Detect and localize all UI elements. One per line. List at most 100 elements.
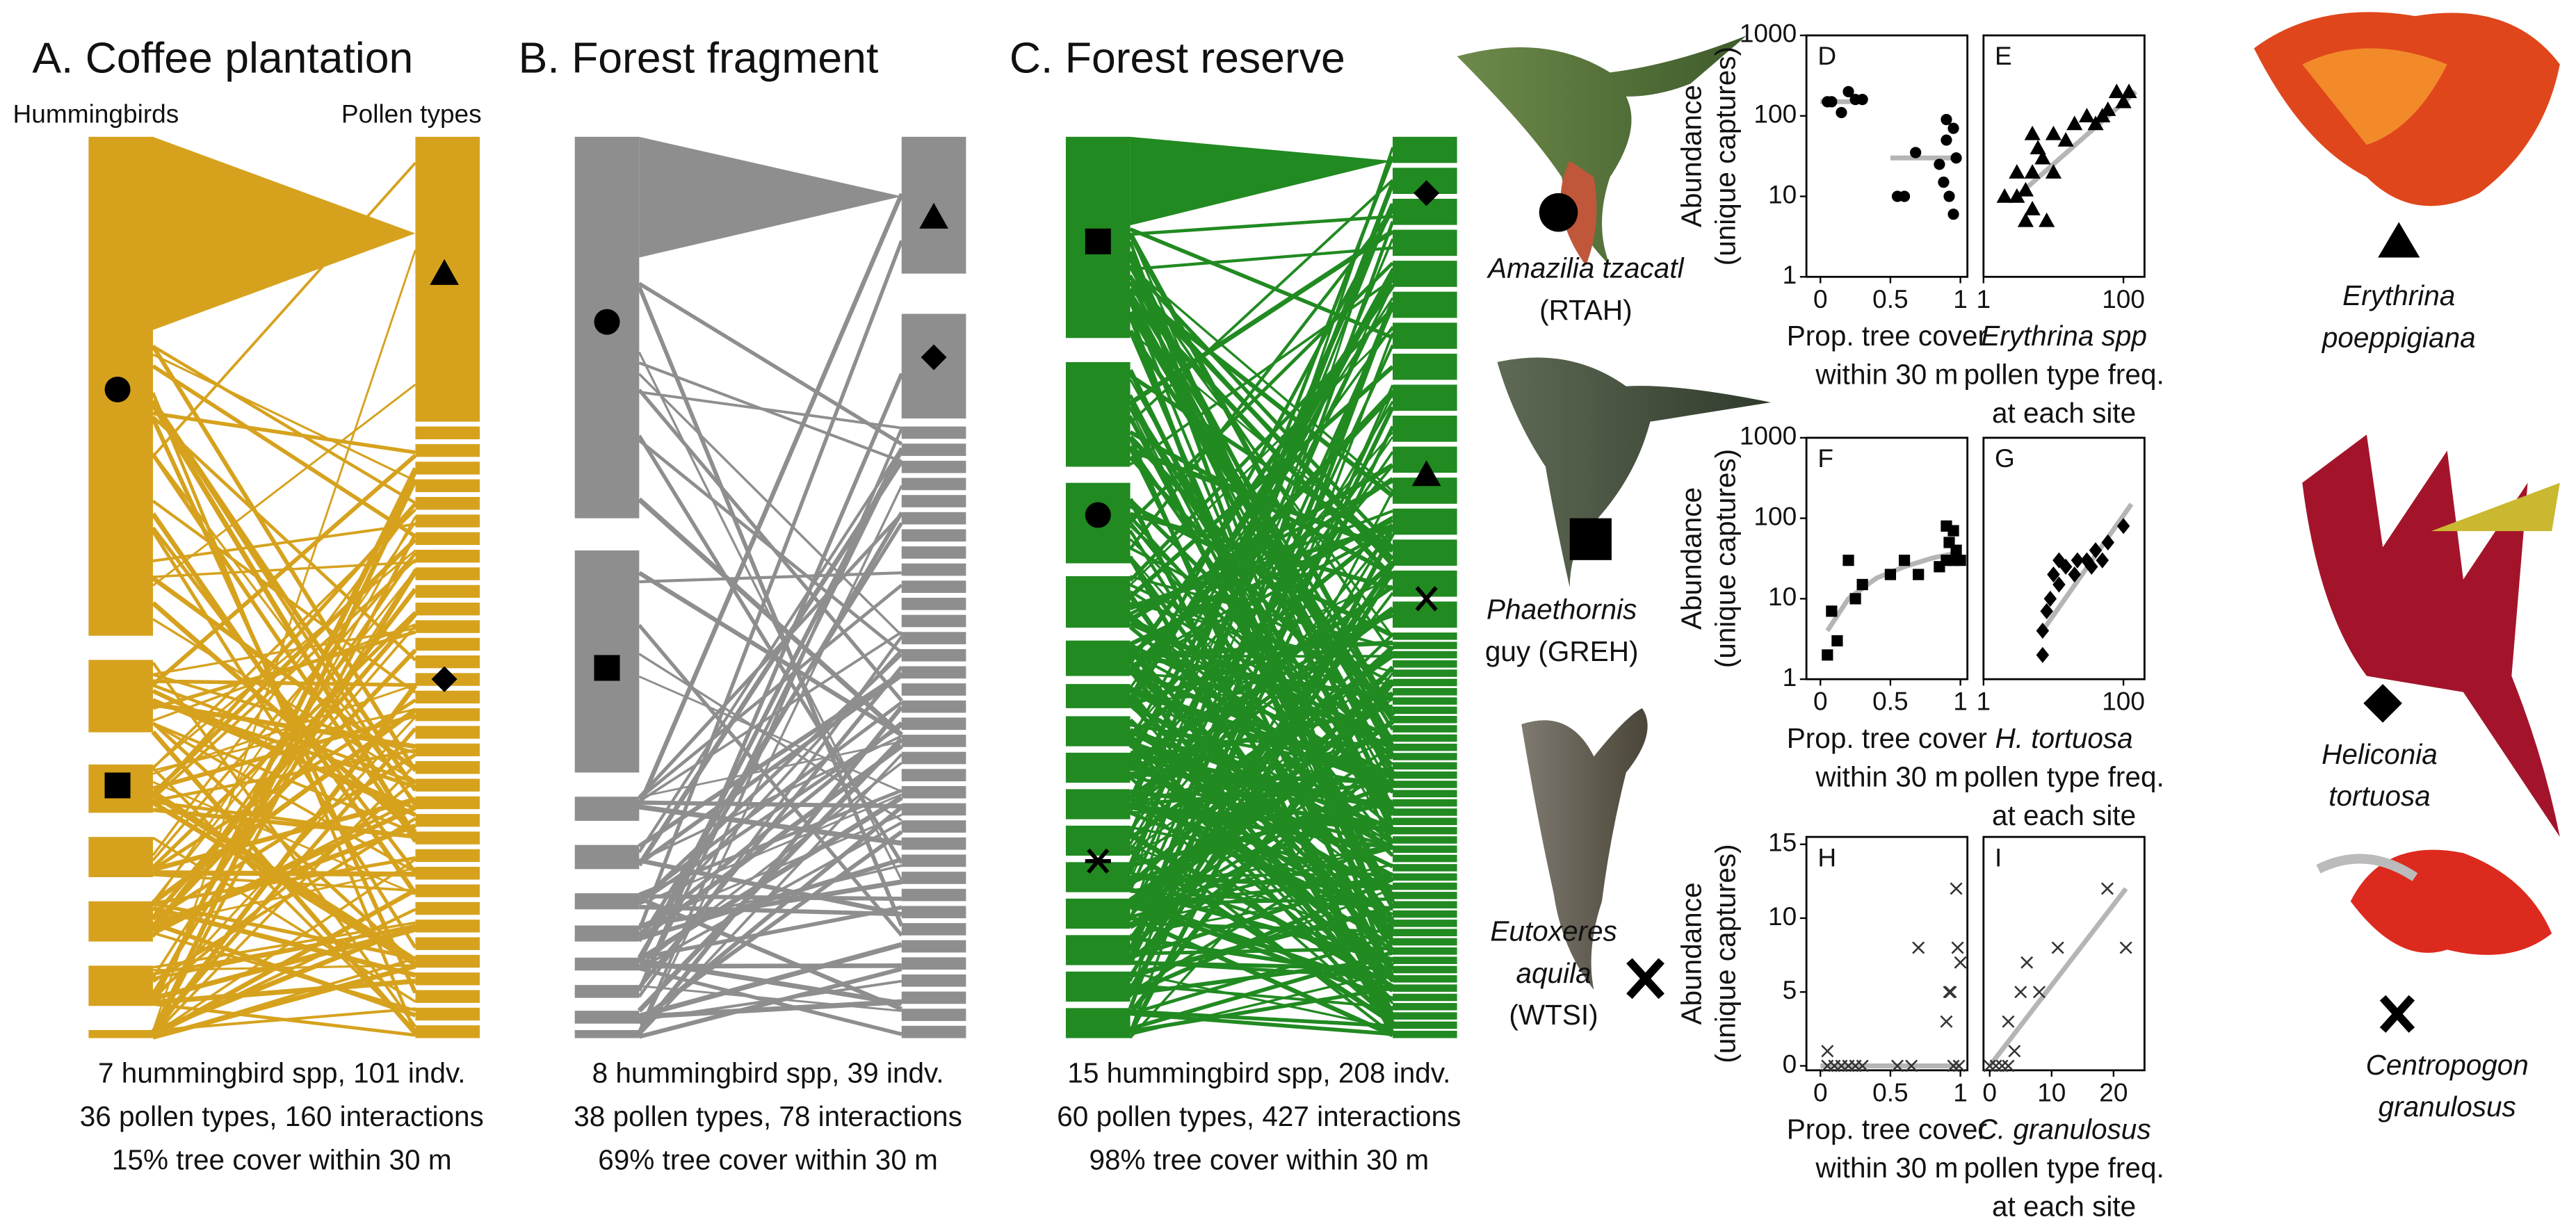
point <box>2002 1059 2015 1072</box>
point <box>2045 125 2062 140</box>
pollen-node <box>415 884 480 897</box>
node-symbol <box>104 376 131 402</box>
species-symbol <box>1569 518 1612 560</box>
point <box>1947 122 1959 134</box>
node-symbol <box>1085 502 1111 528</box>
pollen-node <box>1393 892 1457 899</box>
interaction-link <box>151 526 417 874</box>
pollen-node <box>901 632 966 644</box>
x-tick-label: 100 <box>2102 284 2145 313</box>
network-caption: 60 pollen types, 427 interactions <box>1057 1100 1461 1132</box>
point <box>2119 941 2132 954</box>
network-title: A. Coffee plantation <box>32 34 413 83</box>
point <box>1898 555 1911 566</box>
interaction-link <box>152 364 417 539</box>
point <box>1856 578 1868 591</box>
pollen-node <box>415 532 480 546</box>
pollen-node <box>901 563 966 576</box>
pollen-node <box>415 849 480 863</box>
pollen-node <box>1393 965 1457 974</box>
pollen-node <box>415 426 480 440</box>
x-axis-label: Prop. tree cover <box>1787 722 1987 754</box>
interaction-link <box>1129 284 1394 833</box>
pollen-node <box>901 529 966 542</box>
x-tick-label: 1 <box>1977 284 1991 313</box>
x-tick-label: 0 <box>1813 284 1828 313</box>
pollen-node <box>1393 1021 1457 1029</box>
interaction-link <box>1130 897 1393 906</box>
plot-frame <box>1982 835 2146 1072</box>
x-axis-label: pollen type freq. <box>1963 760 2164 792</box>
interaction-link <box>1129 728 1394 831</box>
interaction-link <box>1130 215 1393 236</box>
bird-illustration <box>1497 357 1772 588</box>
interaction-link <box>639 999 902 1020</box>
interaction-link <box>638 857 902 941</box>
x-tick-label: 100 <box>2102 687 2145 716</box>
network <box>88 136 480 1040</box>
pollen-node <box>1393 947 1457 955</box>
point <box>2024 164 2041 179</box>
interaction-link <box>639 800 902 808</box>
pollen-node <box>415 585 480 598</box>
interaction-link <box>1129 698 1393 906</box>
point <box>2115 93 2132 108</box>
interaction-link <box>639 391 902 430</box>
hummingbird-node <box>574 797 640 821</box>
interaction-link <box>638 788 902 897</box>
node-symbol <box>430 259 459 285</box>
x-axis-label: pollen type freq. <box>1963 1152 2164 1184</box>
interaction-link <box>1129 392 1394 958</box>
pollen-node <box>901 443 966 456</box>
interaction-link <box>638 584 903 800</box>
pollen-node <box>415 778 480 792</box>
interaction-link <box>638 571 903 737</box>
point <box>2034 149 2051 165</box>
hummingbird-node <box>88 837 154 877</box>
interaction-link <box>638 439 903 654</box>
pollen-node <box>901 785 966 799</box>
network-caption: 15% tree cover within 30 m <box>112 1144 452 1176</box>
pollen-node <box>1393 1003 1457 1011</box>
network <box>1065 136 1457 1039</box>
pollen-node <box>1393 901 1457 908</box>
point <box>1950 152 1962 164</box>
point <box>1934 158 1945 170</box>
pollen-node <box>1393 539 1457 566</box>
interaction-link <box>152 1007 416 1032</box>
pollen-node <box>415 1025 480 1038</box>
interaction-link <box>152 679 416 687</box>
interaction-link <box>1128 284 1395 664</box>
point <box>1941 134 1952 146</box>
y-tick-label: 10 <box>1768 179 1797 209</box>
interaction-link <box>637 193 904 808</box>
plant-label: granulosus <box>2379 1091 2516 1123</box>
pollen-node <box>901 974 966 987</box>
species-label: Eutoxeres <box>1490 915 1617 947</box>
pollen-node <box>415 796 480 810</box>
y-tick-label: 10 <box>1768 582 1797 611</box>
interaction-link <box>152 979 416 1005</box>
y-axis-label: (unique captures) <box>1709 844 1741 1063</box>
x-axis-label: within 30 m <box>1815 1152 1958 1184</box>
interaction-link <box>1129 748 1394 1039</box>
interaction-link <box>151 453 417 843</box>
interaction-link <box>151 648 417 928</box>
pollen-node <box>1393 642 1457 649</box>
interaction-link <box>151 392 417 1034</box>
pollen-node <box>1393 956 1457 964</box>
pollen-node <box>1393 384 1457 411</box>
point <box>2121 83 2137 99</box>
point <box>2043 590 2057 607</box>
pollen-node <box>901 923 966 936</box>
panel-label: I <box>1995 842 2002 872</box>
x-tick-label: 0.5 <box>1872 284 1908 313</box>
point <box>1856 1059 1869 1072</box>
point <box>2002 1015 2015 1028</box>
point <box>1912 941 1925 954</box>
interaction-link <box>637 512 904 959</box>
hummingbird-node <box>88 1029 154 1038</box>
point <box>2068 566 2082 583</box>
